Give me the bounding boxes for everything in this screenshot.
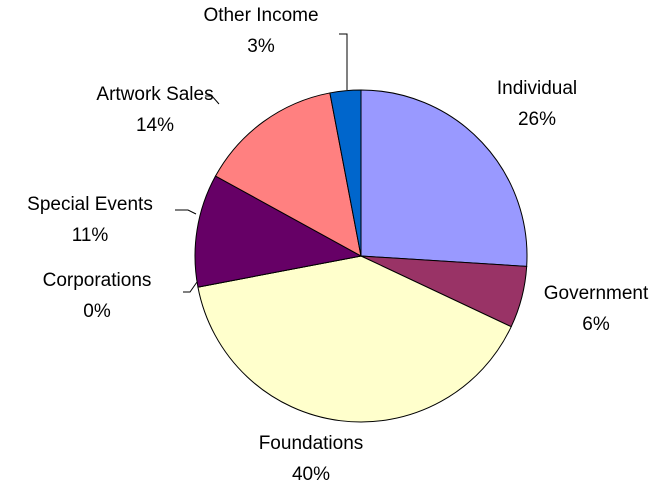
slice-label: Individual — [497, 78, 577, 99]
slice-label: Artwork Sales — [96, 84, 213, 105]
slice-label: Corporations — [43, 270, 152, 291]
slice-value-label: 14% — [136, 115, 174, 136]
pie-slice — [197, 255, 512, 423]
leader-line — [339, 33, 348, 90]
leader-line — [205, 95, 220, 105]
slice-value-label: 3% — [247, 36, 275, 57]
slice-label: Other Income — [203, 5, 318, 26]
slice-value-label: 6% — [582, 314, 610, 335]
pie-slice — [329, 89, 362, 257]
slice-label: Special Events — [27, 194, 153, 215]
pie-slice — [360, 89, 528, 267]
leader-line — [175, 209, 197, 215]
slice-value-label: 26% — [518, 109, 556, 130]
leader-line — [183, 281, 198, 293]
slice-label: Government — [544, 283, 649, 304]
slice-label: Foundations — [259, 433, 364, 454]
slice-value-label: 0% — [83, 301, 111, 322]
pie-slice — [194, 175, 363, 288]
slice-value-label: 40% — [292, 464, 330, 485]
slice-value-label: 11% — [72, 225, 109, 246]
pie-slice — [214, 92, 362, 257]
